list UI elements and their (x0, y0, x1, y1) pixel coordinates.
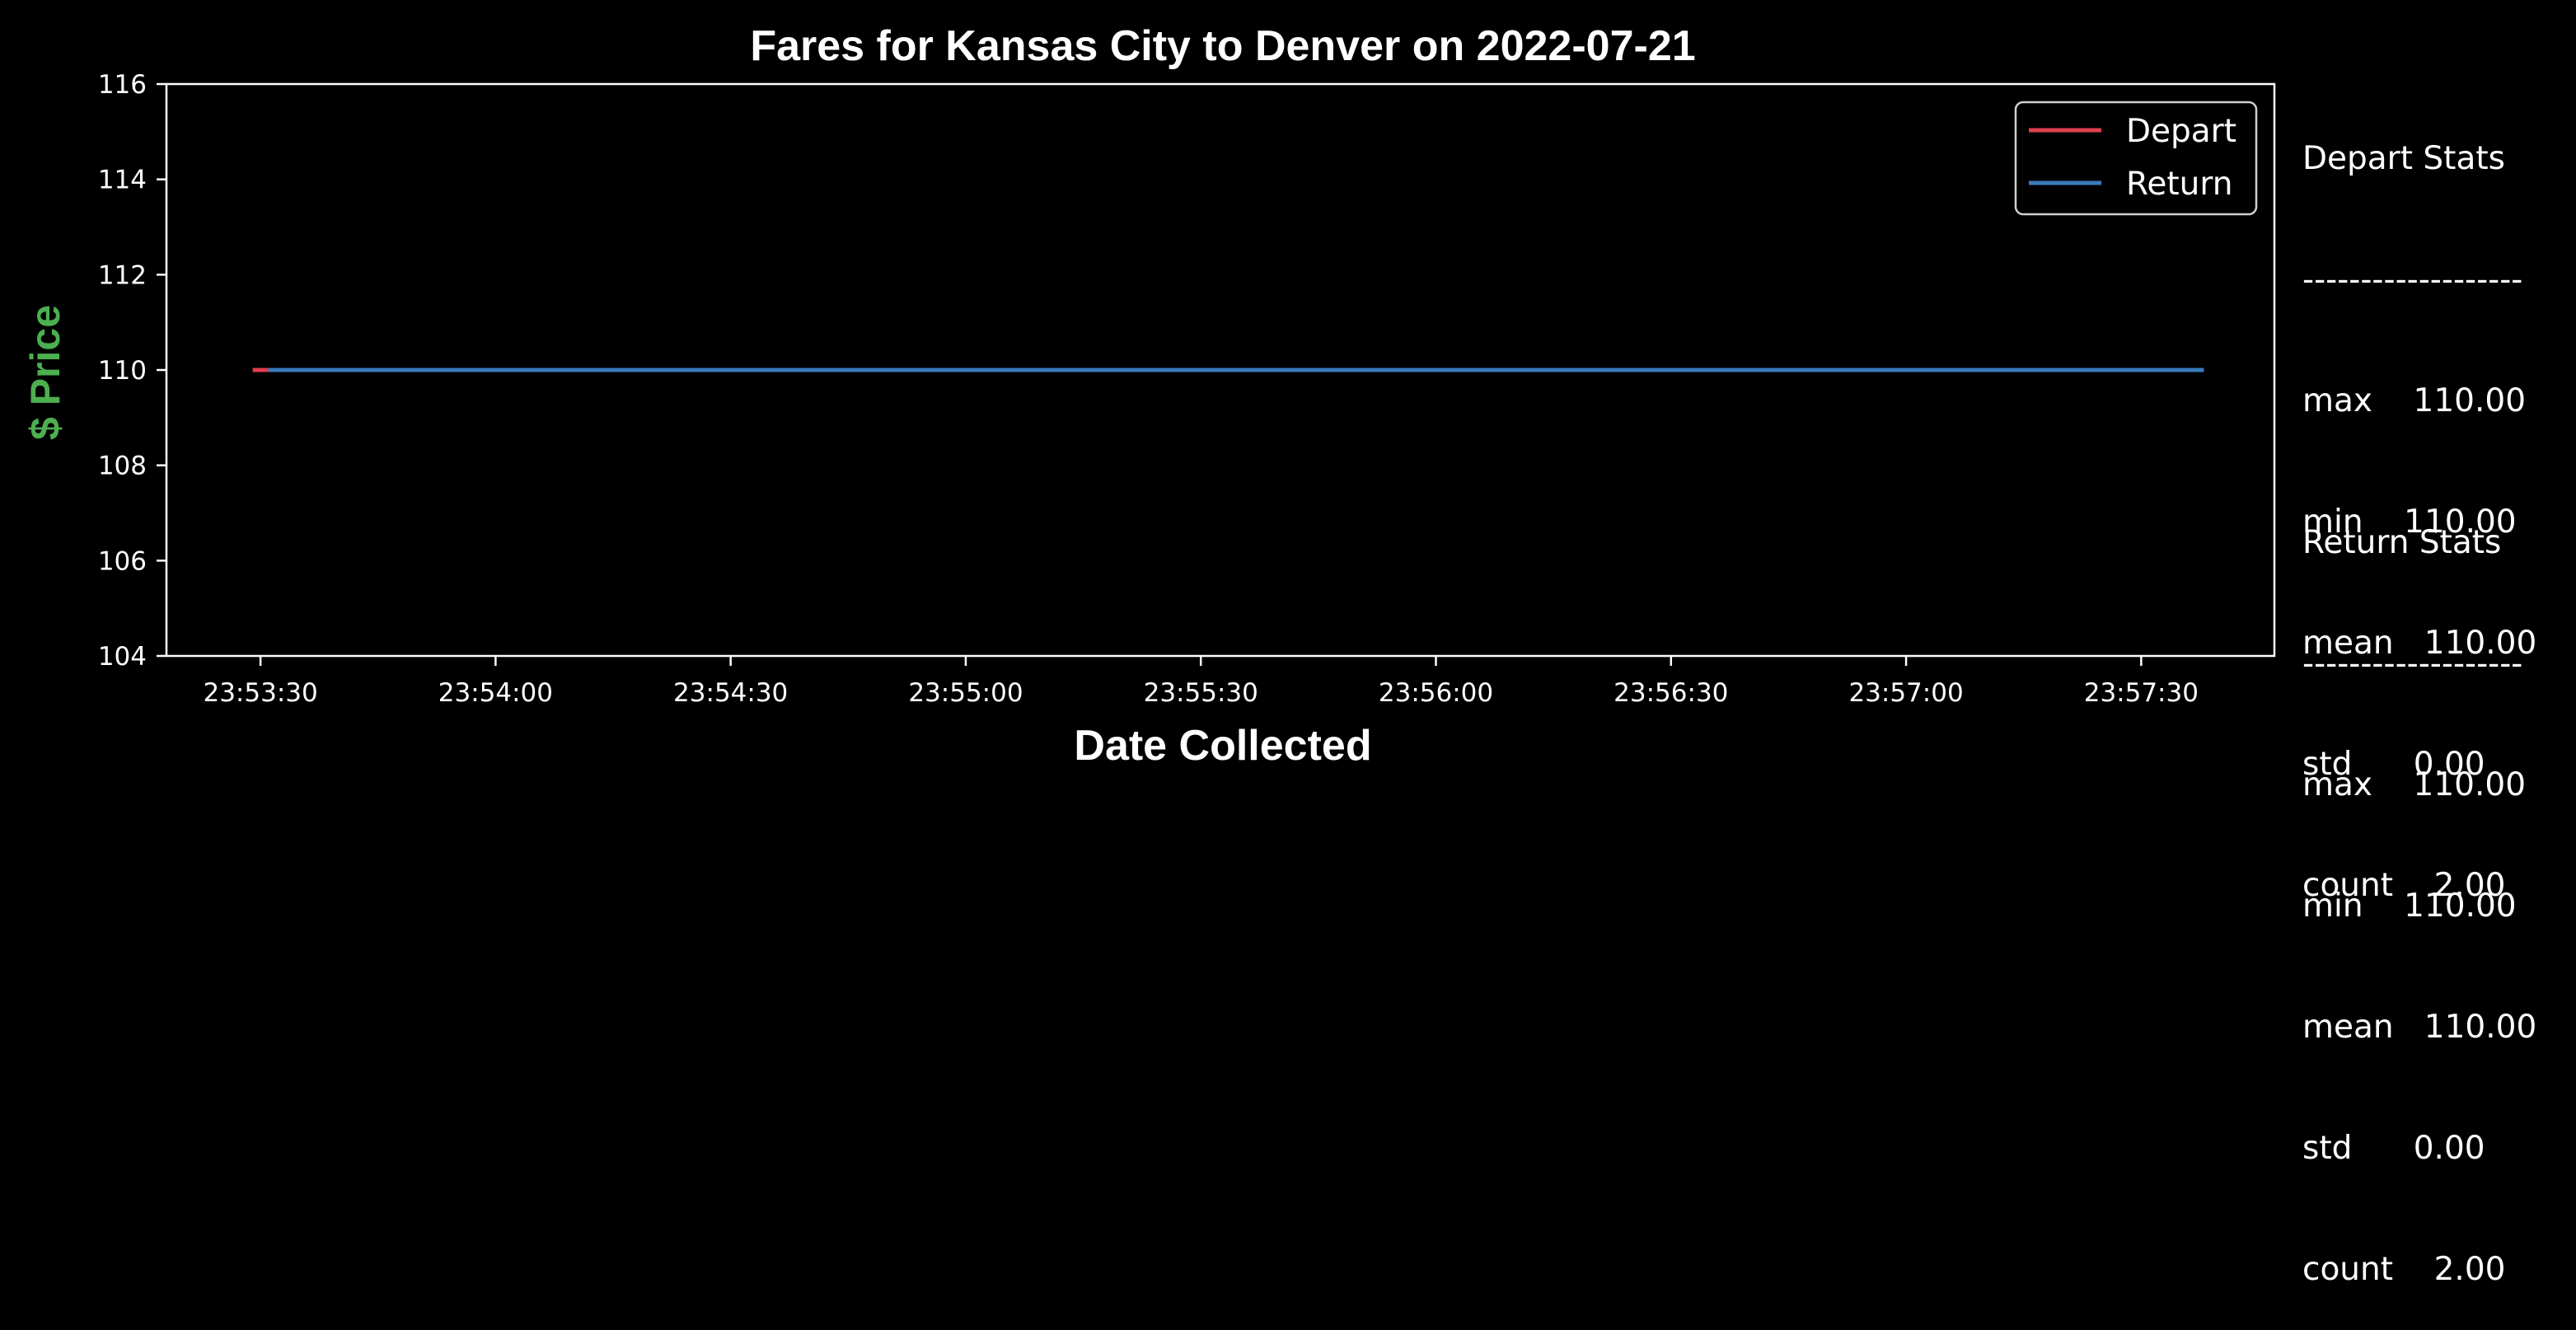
y-tick-label: 112 (98, 260, 147, 290)
depart-stat-std: std 0.00 (2302, 746, 2485, 783)
x-tick-label: 23:56:00 (1379, 678, 1493, 708)
return-stat-min: min 110.00 (2302, 887, 2517, 925)
y-tick-label: 110 (98, 356, 147, 386)
legend-depart-label: Depart (2126, 113, 2236, 150)
y-tick-label: 104 (98, 642, 147, 672)
return-stat-std: std 0.00 (2302, 1130, 2485, 1167)
fare-line-chart: Fares for Kansas City to Denver on 2022-… (22, 22, 2276, 770)
legend-return-label: Return (2126, 166, 2232, 203)
y-tick-label: 114 (98, 166, 147, 195)
x-tick-label: 23:57:30 (2084, 678, 2199, 708)
x-tick-label: 23:54:00 (438, 678, 553, 708)
legend: Depart Return (2014, 101, 2258, 216)
plot-frame (165, 82, 2276, 658)
x-tick-label: 23:56:30 (1614, 678, 1728, 708)
depart-stats-rule: ------------------- (2302, 261, 2523, 298)
depart-stat-min: min 110.00 (2302, 503, 2517, 541)
return-stat-mean: mean 110.00 (2302, 1009, 2537, 1046)
x-tick-label: 23:54:30 (673, 678, 788, 708)
x-tick-label: 23:53:30 (203, 678, 317, 708)
depart-stat-mean: mean 110.00 (2302, 625, 2537, 662)
x-axis-label: Date Collected (1074, 722, 1371, 770)
depart-stats-title: Depart Stats (2302, 140, 2505, 177)
depart-stats-panel: Depart Stats ------------------- max 110… (2302, 58, 2536, 946)
x-tick-label: 23:55:00 (908, 678, 1023, 708)
chart-title: Fares for Kansas City to Denver on 2022-… (750, 22, 1695, 70)
return-stat-count: count 2.00 (2302, 1251, 2506, 1288)
y-tick-label: 106 (98, 546, 147, 576)
y-tick-label: 108 (98, 452, 147, 481)
y-axis-label: $ Price (22, 305, 68, 440)
y-tick-label: 116 (98, 70, 147, 100)
x-tick-label: 23:57:00 (1848, 678, 1963, 708)
return-stats-rule: ------------------- (2302, 645, 2523, 682)
return-stat-max: max 110.00 (2302, 766, 2527, 803)
return-stats-panel: Return Stats ------------------- max 110… (2302, 442, 2536, 1330)
return-stats-title: Return Stats (2302, 524, 2502, 561)
depart-stat-max: max 110.00 (2302, 382, 2527, 419)
x-tick-label: 23:55:30 (1144, 678, 1258, 708)
